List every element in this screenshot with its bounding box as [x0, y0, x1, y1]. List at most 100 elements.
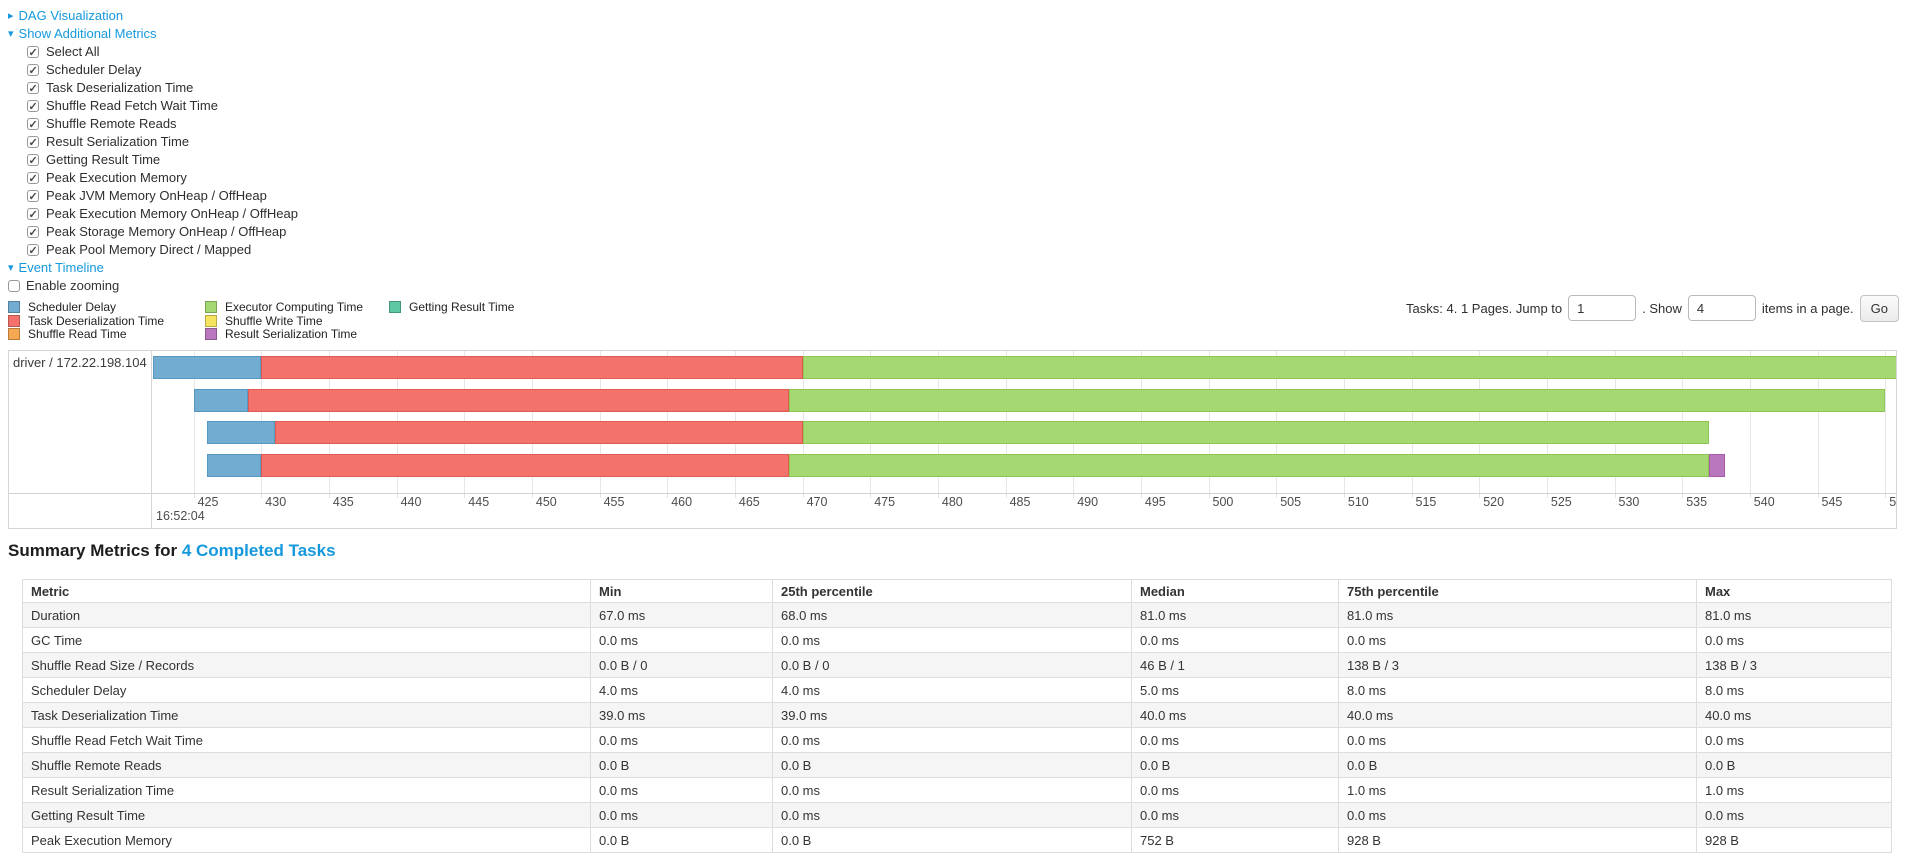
summary-cell: 0.0 ms	[1696, 802, 1892, 828]
summary-cell: Task Deserialization Time	[22, 702, 591, 728]
metric-checkbox-label: Shuffle Remote Reads	[46, 116, 177, 131]
summary-cell: Shuffle Remote Reads	[22, 752, 591, 778]
checkbox-peak-pool-memory-direct-mapped[interactable]	[27, 244, 39, 257]
axis-tick-label: 515	[1415, 495, 1437, 509]
metric-checkbox-label: Peak JVM Memory OnHeap / OffHeap	[46, 188, 267, 203]
task-4-result-serialization-segment	[1709, 454, 1726, 477]
summary-table-row: Task Deserialization Time 39.0 ms 39.0 ms 4…	[22, 702, 1892, 728]
summary-cell: 46 B / 1	[1131, 652, 1339, 678]
axis-tick-label: 540	[1753, 495, 1775, 509]
metric-checkbox-row: Peak Execution Memory OnHeap / OffHeap	[8, 205, 298, 223]
checkbox-peak-execution-memory-onheap-offheap[interactable]	[27, 208, 39, 221]
summary-cell: 0.0 ms	[1338, 627, 1697, 653]
scheduler-delay-swatch-icon	[8, 300, 20, 313]
checkbox-result-serialization-time[interactable]	[27, 136, 39, 149]
summary-cell: 40.0 ms	[1338, 702, 1697, 728]
metric-checkbox-label: Task Deserialization Time	[46, 80, 194, 95]
summary-cell: 0.0 B	[1696, 752, 1892, 778]
axis-tick-label: 485	[1009, 495, 1031, 509]
task-4-executor-computing-segment	[789, 454, 1710, 477]
summary-table-row: Duration 67.0 ms 68.0 ms 81.0 ms 81.0 ms 81.0…	[22, 602, 1892, 628]
legend-label: Getting Result Time	[409, 299, 515, 314]
timeline-group-column: driver / 172.22.198.104	[9, 351, 152, 528]
summary-cell: 928 B	[1696, 827, 1892, 853]
task-2-scheduler-delay-segment	[193, 389, 248, 412]
checkbox-getting-result-time[interactable]	[27, 154, 39, 167]
metric-checkbox-label: Peak Execution Memory OnHeap / OffHeap	[46, 206, 298, 221]
summary-cell: 138 B / 3	[1696, 652, 1892, 678]
task-1-scheduler-delay-segment	[153, 356, 262, 379]
legend-label: Task Deserialization Time	[28, 313, 165, 328]
legend-item: Scheduler Delay	[8, 300, 164, 314]
task-3-task-deserialization-segment	[274, 421, 803, 444]
metric-checkbox-row: Shuffle Read Fetch Wait Time	[8, 97, 298, 115]
legend-label: Result Serialization Time	[225, 327, 358, 342]
task-2-task-deserialization-segment	[247, 389, 789, 412]
enable-zooming-checkbox[interactable]	[8, 280, 20, 292]
summary-cell: 39.0 ms	[772, 702, 1132, 728]
completed-tasks-link[interactable]: 4 Completed Tasks	[181, 541, 336, 560]
summary-cell: 0.0 B	[590, 827, 773, 853]
event-timeline-label: Event Timeline	[18, 260, 104, 275]
summary-cell: 0.0 ms	[1131, 727, 1339, 753]
checkbox-task-deserialization-time[interactable]	[27, 82, 39, 95]
metric-checkbox-label: Peak Storage Memory OnHeap / OffHeap	[46, 224, 287, 239]
summary-cell: 1.0 ms	[1338, 777, 1697, 803]
task-1-executor-computing-segment	[802, 356, 1896, 379]
axis-tick-label: 530	[1618, 495, 1640, 509]
summary-cell: GC Time	[22, 627, 591, 653]
timeline-gridline	[1817, 351, 1819, 498]
checkbox-scheduler-delay[interactable]	[27, 64, 39, 77]
checkbox-peak-execution-memory[interactable]	[27, 172, 39, 185]
checkbox-shuffle-remote-reads[interactable]	[27, 118, 39, 131]
summary-table-row: Scheduler Delay 4.0 ms 4.0 ms 5.0 ms 8.0 ms 8…	[22, 677, 1892, 703]
checkbox-select-all[interactable]	[27, 46, 39, 59]
summary-cell: 39.0 ms	[590, 702, 773, 728]
legend-item: Task Deserialization Time	[8, 314, 164, 328]
legend-label: Shuffle Write Time	[225, 313, 323, 328]
event-timeline-link[interactable]: ▾ Event Timeline	[8, 259, 104, 277]
axis-tick-label: 455	[603, 495, 625, 509]
summary-cell: 928 B	[1338, 827, 1697, 853]
axis-tick-label: 550	[1889, 495, 1896, 509]
summary-title-prefix: Summary Metrics for	[8, 541, 182, 560]
summary-cell: 752 B	[1131, 827, 1339, 853]
collapsed-arrow-icon: ▸	[8, 9, 14, 22]
checkbox-shuffle-read-fetch-wait-time[interactable]	[27, 100, 39, 113]
checkbox-peak-storage-memory-onheap-offheap[interactable]	[27, 226, 39, 239]
axis-tick-label: 445	[468, 495, 490, 509]
axis-tick-label: 425	[197, 495, 219, 509]
summary-header-cell: 75th percentile	[1338, 579, 1697, 603]
axis-tick-label: 450	[535, 495, 557, 509]
task-deserialization-swatch-icon	[8, 314, 20, 327]
axis-tick-label: 430	[265, 495, 287, 509]
axis-tick-label: 465	[738, 495, 760, 509]
dag-visualization-label: DAG Visualization	[18, 8, 124, 23]
metric-checkbox-row: Getting Result Time	[8, 151, 298, 169]
go-button[interactable]: Go	[1859, 294, 1899, 322]
show-additional-metrics-link[interactable]: ▾ Show Additional Metrics	[8, 25, 157, 43]
metric-checkbox-label: Scheduler Delay	[46, 62, 142, 77]
pagination-items-text: items in a page.	[1761, 300, 1854, 316]
axis-tick-label: 495	[1144, 495, 1166, 509]
timeline-group-label: driver / 172.22.198.104	[13, 355, 147, 370]
axis-tick-label: 545	[1821, 495, 1843, 509]
expanded-arrow-icon: ▾	[8, 27, 14, 40]
metric-checkbox-row: Peak Pool Memory Direct / Mapped	[8, 241, 298, 259]
pagination-show-text: . Show	[1642, 300, 1682, 316]
expanded-arrow-icon: ▾	[8, 261, 14, 274]
summary-table-row: GC Time 0.0 ms 0.0 ms 0.0 ms 0.0 ms 0.0 ms	[22, 627, 1892, 653]
shuffle-read-swatch-icon	[8, 328, 20, 341]
summary-header-cell: Median	[1131, 579, 1339, 603]
timeline-axis-line	[9, 493, 1896, 494]
checkbox-peak-jvm-memory-onheap-offheap[interactable]	[27, 190, 39, 203]
jump-to-page-input[interactable]	[1568, 295, 1637, 321]
summary-cell: 0.0 ms	[1338, 802, 1697, 828]
show-additional-metrics-label: Show Additional Metrics	[18, 26, 157, 41]
items-per-page-input[interactable]	[1687, 295, 1756, 321]
summary-cell: 0.0 ms	[1131, 627, 1339, 653]
summary-metrics-table: Metric Min 25th percentile Median 75th perce…	[22, 579, 1892, 853]
dag-visualization-link[interactable]: ▸ DAG Visualization	[8, 7, 123, 25]
summary-table-row: Getting Result Time 0.0 ms 0.0 ms 0.0 ms 0.0…	[22, 802, 1892, 828]
metric-checkbox-label: Peak Execution Memory	[46, 170, 187, 185]
